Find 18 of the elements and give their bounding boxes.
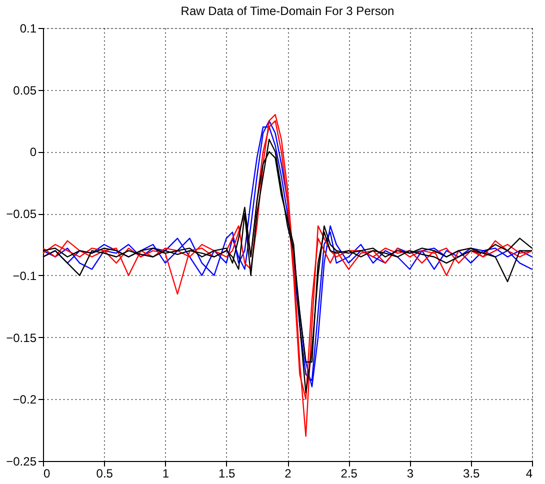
- x-tick-label: 3: [406, 466, 414, 480]
- x-tick-label: 2: [284, 466, 292, 480]
- y-tick-label: 0: [30, 145, 37, 160]
- y-tick-label: −0.1: [12, 268, 37, 283]
- x-tick-label: 3.5: [463, 466, 480, 480]
- x-tick-label: 1.5: [218, 466, 236, 480]
- y-tick-label: −0.05: [6, 207, 37, 222]
- y-tick-label: −0.2: [12, 392, 37, 407]
- y-tick-label: 0.1: [20, 22, 37, 36]
- chart-title: Raw Data of Time-Domain For 3 Person: [180, 4, 394, 18]
- x-tick-label: 0: [44, 466, 50, 480]
- y-tick-label: −0.15: [6, 330, 37, 345]
- x-tick-label: 1: [162, 466, 170, 480]
- x-tick-label: 0.5: [96, 466, 114, 480]
- x-tick-label: 4: [526, 466, 533, 480]
- x-tick-label: 2.5: [340, 466, 358, 480]
- y-tick-label: −0.25: [6, 454, 37, 468]
- y-tick-label: 0.05: [13, 83, 37, 98]
